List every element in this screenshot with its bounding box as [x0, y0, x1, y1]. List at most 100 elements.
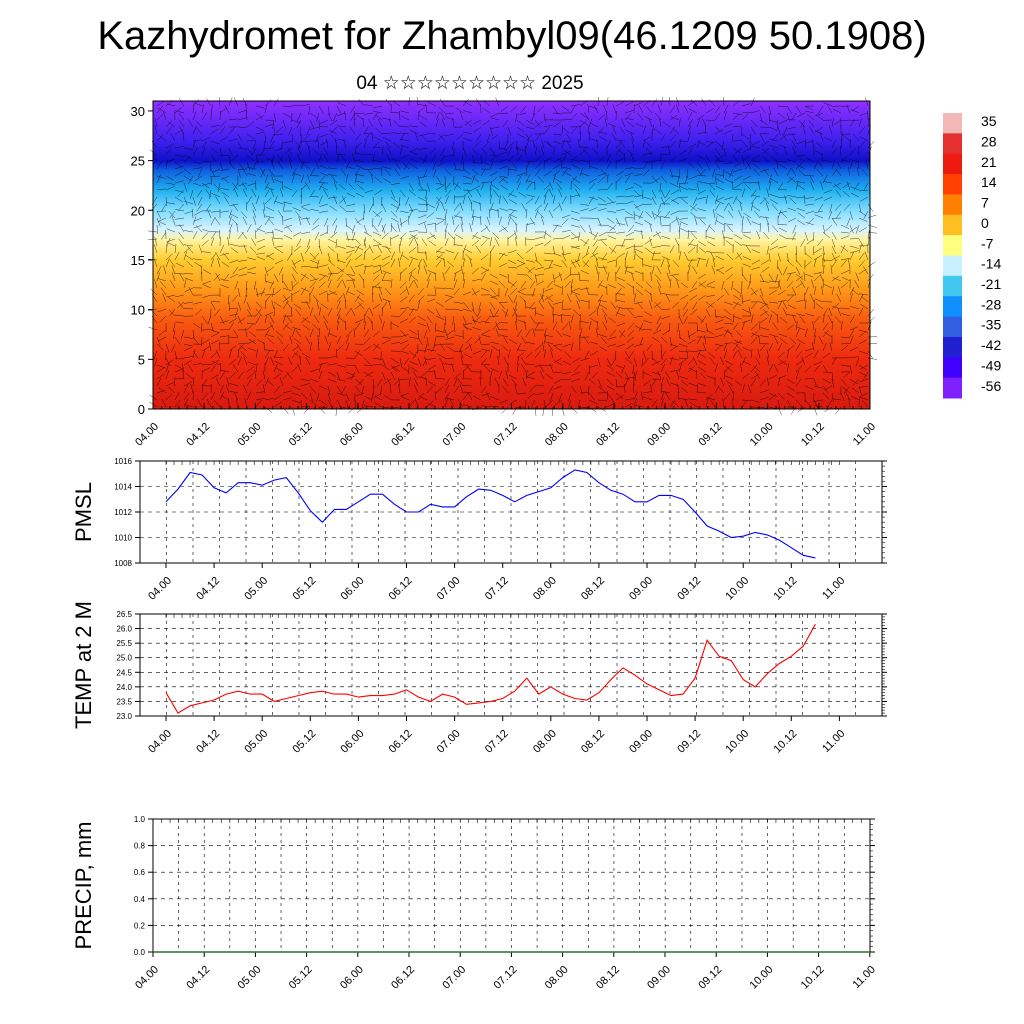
- wind-barb: [264, 356, 269, 366]
- wind-barb: [331, 175, 338, 184]
- wind-barb: [343, 293, 347, 303]
- wind-barb: [768, 342, 774, 352]
- wind-barb: [773, 335, 779, 345]
- wind-barb: [433, 370, 437, 380]
- wind-barb: [462, 365, 470, 373]
- wind-barb: [777, 406, 782, 416]
- wind-barb: [759, 396, 769, 401]
- wind-barb: [859, 392, 869, 397]
- wind-barb: [732, 350, 738, 359]
- wind-barb: [842, 182, 851, 189]
- wind-barb: [405, 196, 410, 206]
- wind-barb: [491, 345, 500, 352]
- wind-barb: [669, 156, 678, 163]
- wind-barb: [367, 168, 374, 177]
- wind-barb: [714, 363, 718, 373]
- wind-barb: [705, 329, 715, 335]
- wind-barb: [452, 216, 455, 226]
- wind-barb: [543, 126, 550, 135]
- wind-barb: [535, 280, 545, 286]
- wind-barb: [242, 384, 248, 394]
- wind-barb: [798, 169, 806, 177]
- wind-barb: [309, 368, 319, 373]
- wind-barb: [592, 147, 599, 156]
- wind-barb: [273, 273, 279, 283]
- wind-barb: [319, 119, 329, 125]
- wind-barb: [543, 240, 552, 247]
- x-tick-label: 08.12: [579, 728, 607, 756]
- wind-barb: [354, 350, 363, 357]
- wind-barb: [341, 385, 347, 394]
- x-tick-label: 04.00: [133, 964, 161, 992]
- wind-barb: [634, 270, 644, 275]
- wind-barb: [615, 202, 626, 205]
- wind-barb: [489, 202, 494, 212]
- wind-barb: [150, 309, 158, 317]
- wind-barb: [813, 316, 821, 324]
- x-tick-label: 06.12: [389, 421, 417, 449]
- wind-barb: [462, 279, 466, 289]
- wind-barb: [483, 365, 491, 373]
- wind-barb: [390, 279, 393, 289]
- wind-barb: [561, 378, 572, 381]
- wind-barb: [722, 398, 725, 408]
- wind-barb: [697, 382, 707, 387]
- wind-barb: [237, 140, 242, 150]
- wind-barb: [572, 357, 581, 363]
- wind-barb: [393, 120, 401, 128]
- wind-barb: [318, 281, 326, 289]
- wind-barb: [705, 322, 709, 332]
- wind-barb: [759, 133, 765, 143]
- wind-barb: [371, 132, 374, 142]
- wind-barb: [813, 299, 815, 310]
- wind-barb: [560, 160, 563, 170]
- wind-barb: [818, 161, 824, 170]
- wind-barb: [355, 180, 365, 184]
- wind-barb: [640, 391, 644, 401]
- wind-barb: [302, 163, 311, 170]
- wind-barb: [633, 182, 643, 188]
- wind-barb: [426, 336, 429, 346]
- wind-barb: [327, 392, 331, 402]
- wind-barb: [246, 154, 255, 161]
- wind-barb: [840, 281, 848, 289]
- wind-barb: [768, 119, 778, 123]
- wind-barb: [292, 172, 302, 177]
- wind-barb: [741, 384, 745, 394]
- wind-barb: [645, 211, 653, 219]
- wind-barb: [549, 363, 554, 373]
- wind-barb: [759, 342, 770, 345]
- wind-barb: [403, 161, 410, 170]
- wind-barb: [403, 357, 410, 366]
- wind-barb: [601, 252, 608, 261]
- wind-barb: [800, 280, 806, 289]
- wind-barb: [163, 111, 167, 121]
- wind-barb: [372, 153, 375, 163]
- wind-barb: [192, 182, 202, 187]
- wind-barb: [372, 292, 374, 303]
- wind-barb: [248, 338, 257, 345]
- wind-barb: [372, 274, 380, 282]
- wind-barb: [736, 252, 743, 261]
- x-tick-label: 07.12: [492, 421, 520, 449]
- wind-barb: [192, 350, 199, 359]
- wind-barb: [368, 203, 374, 213]
- x-tick-label: 09.12: [697, 421, 725, 449]
- wind-barb: [553, 343, 563, 346]
- wind-barb: [460, 216, 464, 226]
- wind-barb: [381, 245, 391, 250]
- wind-barb: [840, 364, 850, 367]
- wind-barb: [297, 363, 302, 373]
- wind-barb: [849, 138, 851, 149]
- wind-barb: [286, 371, 293, 380]
- wind-barb: [153, 258, 158, 268]
- wind-barb: [754, 210, 761, 219]
- wind-barb: [777, 196, 788, 198]
- wind-barb: [489, 195, 492, 205]
- wind-barb: [561, 126, 570, 133]
- y-tick-label: 15: [131, 253, 145, 268]
- wind-barb: [840, 378, 848, 386]
- wind-barb: [714, 175, 717, 185]
- wind-barb: [721, 140, 725, 150]
- wind-barb: [588, 224, 593, 234]
